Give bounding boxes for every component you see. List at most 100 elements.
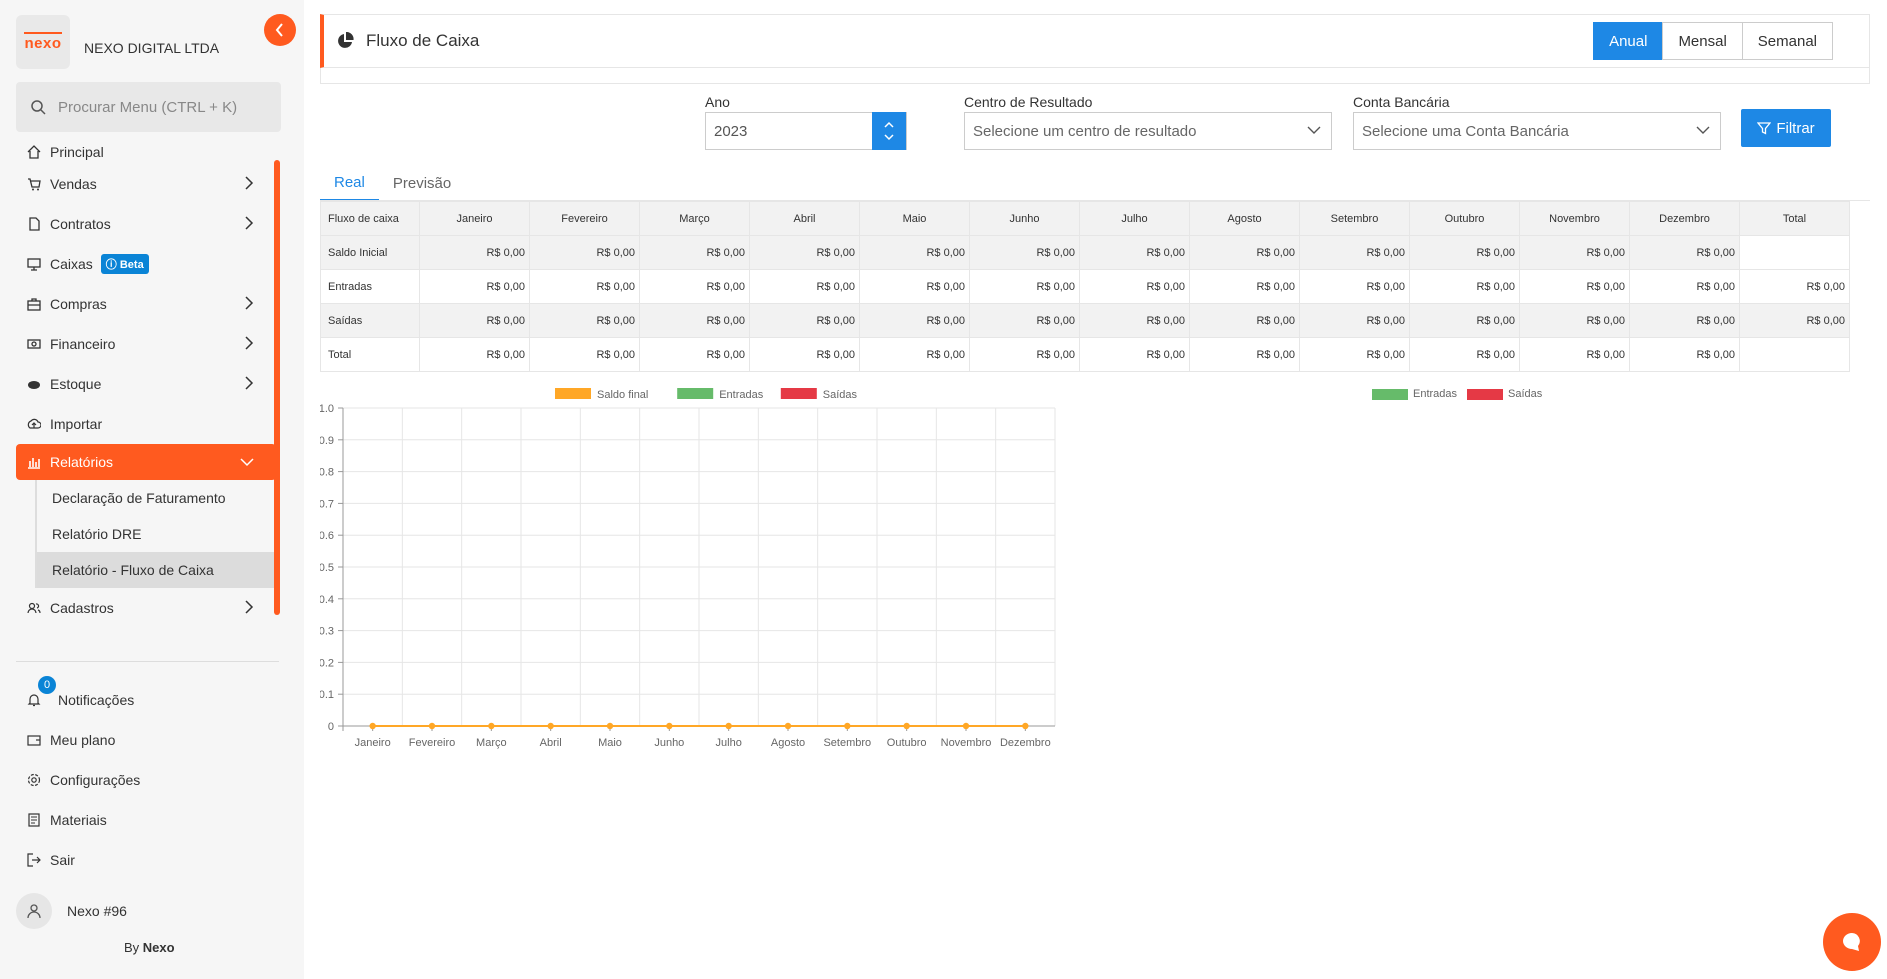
y-tick-label: 0.4 <box>320 594 334 606</box>
sidebar-item-sair[interactable]: Sair <box>16 840 276 880</box>
sidebar-item-label: Relatórios <box>50 454 114 470</box>
period-mensal-button[interactable]: Mensal <box>1662 22 1743 60</box>
legend-swatch <box>677 388 714 399</box>
table-cell: R$ 0,00 <box>749 303 860 338</box>
table-cell: R$ 0,00 <box>1629 235 1740 270</box>
center-select[interactable]: Selecione um centro de resultado <box>964 112 1332 150</box>
chevron-right-icon <box>245 216 254 230</box>
y-tick-label: 0.7 <box>320 498 334 510</box>
table-cell: R$ 0,00 <box>1629 303 1740 338</box>
submenu-declaracao-faturamento[interactable]: Declaração de Faturamento <box>52 490 226 506</box>
legend-label-entradas[interactable]: Entradas <box>1413 388 1458 400</box>
chat-button[interactable] <box>1823 913 1881 971</box>
table-column-header: Junho <box>969 201 1080 236</box>
submenu-relatorio-dre[interactable]: Relatório DRE <box>52 526 142 542</box>
table-column-header: Maio <box>859 201 970 236</box>
sidebar-item-financeiro[interactable]: Financeiro <box>16 324 276 364</box>
table-cell: R$ 0,00 <box>969 303 1080 338</box>
table-cell <box>1739 337 1850 372</box>
sidebar-item-label: Caixas <box>50 256 93 272</box>
year-stepper[interactable] <box>872 112 906 150</box>
tab-real[interactable]: Real <box>320 165 379 201</box>
x-tick-label: Agosto <box>771 737 805 749</box>
table-cell: R$ 0,00 <box>1189 303 1300 338</box>
table-cell: R$ 0,00 <box>639 235 750 270</box>
table-cell: R$ 0,00 <box>1519 303 1630 338</box>
sidebar-item-relatorios[interactable]: Relatórios <box>16 444 276 480</box>
sidebar-item-importar[interactable]: Importar <box>16 404 276 444</box>
table-cell: R$ 0,00 <box>419 303 530 338</box>
sidebar-item-label: Financeiro <box>50 336 116 352</box>
table-row: Saldo Inicial R$ 0,00 R$ 0,00 R$ 0,00 R$ 0,0… <box>320 235 1850 270</box>
data-point <box>369 722 376 730</box>
tab-previsao[interactable]: Previsão <box>392 174 452 192</box>
filter-button[interactable]: Filtrar <box>1741 109 1831 147</box>
page-title: Fluxo de Caixa <box>366 31 480 50</box>
table-column-header: Dezembro <box>1629 201 1740 236</box>
table-cell: R$ 0,00 <box>1629 337 1740 372</box>
x-tick-label: Junho <box>654 737 684 749</box>
table-cell: R$ 0,00 <box>859 337 970 372</box>
table-cell: R$ 0,00 <box>1299 303 1410 338</box>
chevron-down-icon <box>1696 126 1710 134</box>
users-icon <box>26 600 42 616</box>
year-input[interactable]: 2023 <box>705 112 907 150</box>
menu-search[interactable] <box>16 82 281 132</box>
table-cell: R$ 0,00 <box>1079 235 1190 270</box>
table-cell: R$ 0,00 <box>1519 235 1630 270</box>
row-label: Saídas <box>320 303 420 338</box>
sidebar-item-materiais[interactable]: Materiais <box>16 800 276 840</box>
table-cell: R$ 0,00 <box>529 269 640 304</box>
home-icon <box>26 144 42 160</box>
sidebar-item-compras[interactable]: Compras <box>16 284 276 324</box>
pie-chart-icon <box>338 32 354 48</box>
search-input[interactable] <box>58 98 268 116</box>
table-cell: R$ 0,00 <box>1739 269 1850 304</box>
table-cell: R$ 0,00 <box>969 337 1080 372</box>
table-row: Total R$ 0,00 R$ 0,00 R$ 0,00 R$ 0,00 R$ 0,00… <box>320 337 1850 372</box>
account-select[interactable]: Selecione uma Conta Bancária <box>1353 112 1721 150</box>
chevron-down-icon[interactable] <box>884 133 894 141</box>
data-point <box>903 722 910 730</box>
data-point <box>428 722 436 730</box>
sidebar-item-label: Compras <box>50 296 107 312</box>
period-anual-button[interactable]: Anual <box>1593 22 1664 60</box>
chevron-right-icon <box>245 176 254 190</box>
sidebar-item-configuracoes[interactable]: Configurações <box>16 760 276 800</box>
x-tick-label: Março <box>476 737 507 749</box>
user-profile[interactable]: Nexo #96 <box>16 893 127 929</box>
company-logo[interactable]: nexo <box>16 15 70 69</box>
table-corner: Fluxo de caixa <box>320 201 420 236</box>
sidebar-item-vendas[interactable]: Vendas <box>16 164 276 204</box>
submenu-relatorio-fluxo-caixa[interactable]: Relatório - Fluxo de Caixa <box>37 552 276 588</box>
table-cell: R$ 0,00 <box>859 269 970 304</box>
sidebar-item-caixas[interactable]: Caixas ⓘ Beta <box>16 244 276 284</box>
sidebar-item-cadastros[interactable]: Cadastros <box>16 588 276 628</box>
page-header: Fluxo de Caixa Anual Mensal Semanal <box>320 14 1870 68</box>
y-tick-label: 0.2 <box>320 657 334 669</box>
table-cell: R$ 0,00 <box>1519 337 1630 372</box>
chevron-up-icon[interactable] <box>884 121 894 129</box>
account-placeholder: Selecione uma Conta Bancária <box>1362 122 1569 140</box>
table-column-header: Fevereiro <box>529 201 640 236</box>
sidebar-item-meu-plano[interactable]: Meu plano <box>16 720 276 760</box>
sidebar-item-notificacoes[interactable]: 0 Notificações <box>16 676 276 720</box>
period-toggle: Anual Mensal Semanal <box>1593 22 1833 60</box>
sidebar-divider <box>16 661 279 662</box>
sidebar-scrollbar[interactable] <box>274 160 280 615</box>
x-tick-label: Janeiro <box>355 737 391 749</box>
chevron-left-icon <box>275 23 283 37</box>
sidebar-item-contratos[interactable]: Contratos <box>16 204 276 244</box>
period-semanal-button[interactable]: Semanal <box>1741 22 1833 60</box>
sidebar-item-principal[interactable]: Principal <box>16 140 276 164</box>
center-label: Centro de Resultado <box>964 94 1093 110</box>
logo-text: nexo <box>24 32 62 52</box>
collapse-sidebar-button[interactable] <box>264 14 296 46</box>
legend-label: Saídas <box>823 389 858 401</box>
table-cell: R$ 0,00 <box>1409 269 1520 304</box>
row-label: Total <box>320 337 420 372</box>
table-cell: R$ 0,00 <box>1189 235 1300 270</box>
sidebar-item-estoque[interactable]: Estoque <box>16 364 276 404</box>
table-cell: R$ 0,00 <box>419 235 530 270</box>
legend-label-saidas[interactable]: Saídas <box>1508 388 1543 400</box>
